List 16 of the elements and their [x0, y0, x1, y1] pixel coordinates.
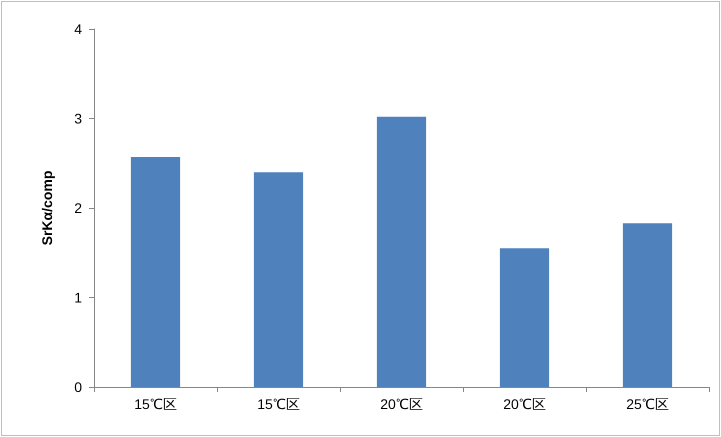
y-tick-label: 1: [74, 290, 82, 306]
y-tick-label: 3: [74, 110, 82, 126]
y-tick-label: 2: [74, 200, 82, 216]
x-tick-label: 20℃区: [380, 396, 423, 412]
x-tick-label: 25℃区: [626, 396, 669, 412]
x-tick-label: 15℃区: [134, 396, 177, 412]
x-tick-label: 15℃区: [257, 396, 300, 412]
y-axis-title: SrKα/comp: [39, 170, 55, 246]
y-tick-label: 0: [74, 379, 82, 395]
y-tick-label: 4: [74, 21, 82, 37]
bar: [622, 223, 672, 387]
bar: [130, 156, 180, 387]
bar: [500, 248, 550, 387]
bar: [376, 116, 426, 387]
bar: [254, 172, 304, 387]
x-tick-label: 20℃区: [503, 396, 546, 412]
